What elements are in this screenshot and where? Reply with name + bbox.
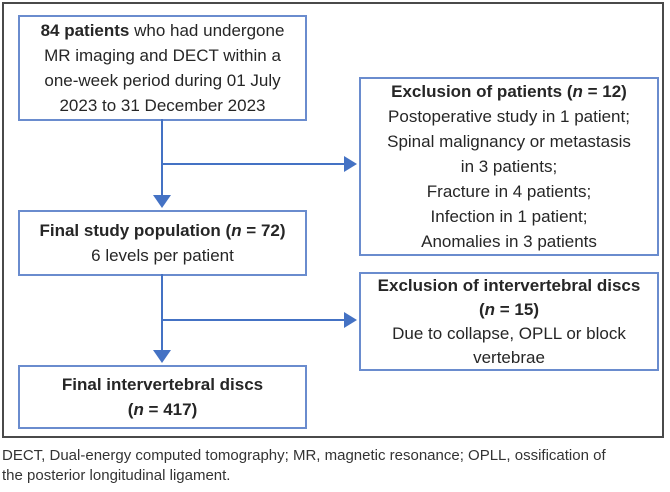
box-line: MR imaging and DECT within a [44,46,281,65]
box-line: Anomalies in 3 patients [421,232,597,251]
box-exclusion-discs: Exclusion of intervertebral discs (n = 1… [359,272,659,371]
box-final-population: Final study population (n = 72) 6 levels… [18,210,307,276]
down-arrow-icon [153,195,171,208]
box-line: in 3 patients; [460,157,558,176]
box-patients: 84 patients who had undergone MR imaging… [18,15,307,121]
connector-to-exclusion-patients-line [161,163,346,165]
caption-line: the posterior longitudinal ligament. [2,467,231,484]
box-title: (n = 417) [127,400,198,419]
box-title: Exclusion of patients (n = 12) [391,82,627,101]
box-line: Spinal malignancy or metastasis [387,132,631,151]
box-line: vertebrae [473,347,545,367]
box-line: Fracture in 4 patients; [426,182,592,201]
box-title: Exclusion of intervertebral discs [377,275,641,295]
box-line: one-week period during 01 July [44,71,281,90]
box-line: 6 levels per patient [91,246,234,265]
box-title: Final study population (n = 72) [39,221,286,240]
box-line: 2023 to 31 December 2023 [59,96,266,115]
box-final-discs: Final intervertebral discs (n = 417) [18,365,307,429]
right-arrow-icon [344,312,357,328]
connector-to-exclusion-discs-line [161,319,346,321]
box-title: (n = 15) [478,299,539,319]
abbreviations-caption: DECT, Dual-energy computed tomography; M… [2,446,670,486]
connector-population-to-discs-line [161,274,163,353]
connector-patients-to-population-line [161,119,163,198]
box-line: Infection in 1 patient; [430,207,588,226]
box-line: 84 patients who had undergone [40,21,285,40]
box-exclusion-patients: Exclusion of patients (n = 12) Postopera… [359,77,659,256]
caption-line: DECT, Dual-energy computed tomography; M… [2,447,606,464]
box-line: Due to collapse, OPLL or block [392,323,626,343]
box-title: 84 patients [40,21,130,40]
diagram-frame: 84 patients who had undergone MR imaging… [2,2,664,438]
box-title: Final intervertebral discs [61,375,264,394]
down-arrow-icon [153,350,171,363]
box-line: Postoperative study in 1 patient; [388,107,630,126]
right-arrow-icon [344,156,357,172]
